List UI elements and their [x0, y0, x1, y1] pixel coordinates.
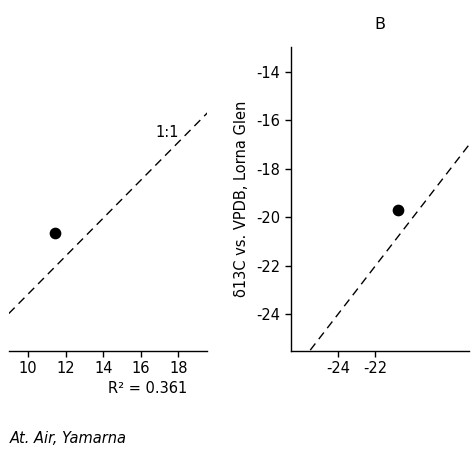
Text: At. Air, Yamarna: At. Air, Yamarna	[9, 431, 127, 447]
Text: R² = 0.361: R² = 0.361	[108, 381, 187, 396]
Text: B: B	[374, 17, 386, 32]
Text: 1:1: 1:1	[155, 125, 179, 140]
Point	[394, 206, 402, 214]
Point	[51, 229, 58, 237]
Y-axis label: δ13C vs. VPDB, Lorna Glen: δ13C vs. VPDB, Lorna Glen	[235, 101, 249, 297]
